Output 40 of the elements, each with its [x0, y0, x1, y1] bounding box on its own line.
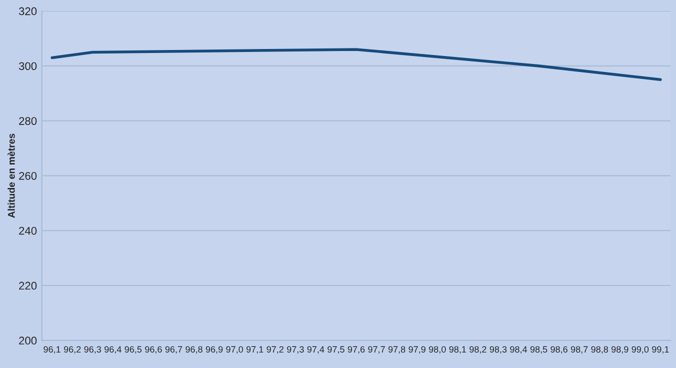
- x-tick-label: 97,3: [287, 346, 304, 354]
- y-tick-label: 220: [19, 282, 37, 290]
- x-tick-label: 99,1: [652, 346, 669, 354]
- x-tick-label: 98,4: [510, 346, 528, 354]
- x-tick-label: 96,3: [84, 346, 101, 354]
- x-tick-label: 96,9: [206, 346, 223, 354]
- x-tick-label: 98,2: [470, 346, 486, 354]
- x-tick-label: 97,4: [307, 346, 324, 354]
- y-tick-label: 300: [18, 62, 37, 70]
- x-tick-label: 98,9: [612, 346, 628, 354]
- x-tick-label: 98,5: [530, 346, 548, 354]
- x-tick-label: 97,9: [408, 346, 426, 354]
- y-tick-label: 260: [19, 172, 37, 180]
- y-tick-label: 280: [19, 117, 37, 125]
- y-tick-label: 320: [18, 7, 37, 16]
- x-tick-label: 97,6: [348, 346, 365, 354]
- x-tick-label: 96,4: [104, 346, 122, 354]
- x-tick-label: 98,3: [490, 346, 507, 354]
- x-tick-label: 97,5: [328, 346, 344, 354]
- y-tick-label: 200: [19, 336, 37, 345]
- x-tick-label: 97,0: [226, 346, 244, 354]
- x-tick-label: 98,1: [449, 346, 466, 354]
- x-tick-label: 96,5: [124, 346, 142, 354]
- x-tick-label: 98,0: [429, 346, 446, 354]
- x-tick-label: 96,1: [44, 346, 60, 354]
- x-tick-label: 96,2: [64, 346, 81, 354]
- x-tick-label: 98,8: [591, 346, 608, 354]
- x-tick-label: 96,8: [186, 346, 202, 354]
- y-tick-label: 240: [19, 226, 37, 235]
- line-series: [50, 48, 662, 82]
- x-tick-label: 96,6: [145, 346, 162, 354]
- x-tick-label: 97,1: [246, 346, 264, 354]
- x-tick-label: 97,2: [266, 346, 284, 354]
- x-tick-label: 98,7: [570, 346, 588, 354]
- y-axis-title: Altitude en mètres: [8, 134, 15, 218]
- x-tick-label: 96,7: [165, 346, 182, 354]
- x-tick-label: 97,8: [388, 346, 406, 354]
- x-tick-label: 97,7: [368, 346, 385, 354]
- x-tick-label: 98,6: [550, 346, 568, 354]
- x-tick-label: 99,0: [632, 346, 649, 354]
